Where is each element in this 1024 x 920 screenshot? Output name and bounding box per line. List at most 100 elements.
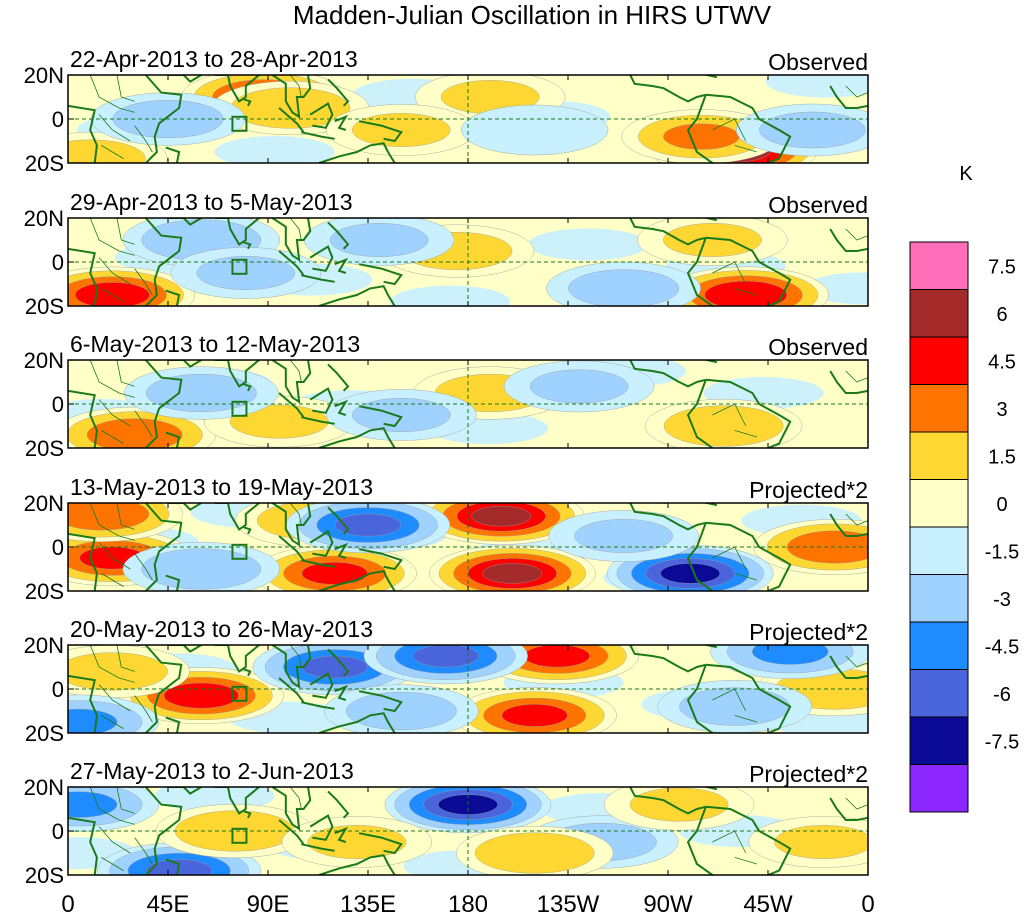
colorbar-swatch [909,336,969,385]
country-border [734,288,758,296]
colorbar-tick-label: -4.5 [985,637,1019,659]
coastline [358,548,403,571]
coastline [705,521,792,591]
coastlines [68,360,868,448]
coastline [334,114,349,131]
reference-box [231,685,248,702]
coastline [271,218,312,262]
country-border [134,837,153,865]
anomaly-contour [474,832,595,874]
coastline [358,690,403,713]
panel-2: 20N 0 20S 29-Apr-2013 to 5-May-2013 Observed [24,189,869,319]
colorbar-swatch [909,384,969,433]
anomaly-contour [461,104,609,156]
country-border [734,715,758,723]
anomaly-contour [345,692,457,731]
coastline [358,263,403,286]
coastline [309,672,334,699]
anomaly-contour [145,374,257,413]
country-border [845,228,868,241]
coastline [705,663,792,733]
coastline [165,858,181,875]
panel-3: 20N 0 20S 6-May-2013 to 12-May-2013 Observed [24,331,869,461]
coastline [327,78,350,107]
coastline [271,645,312,689]
anomaly-contour [141,548,262,590]
country-border [89,787,135,825]
anomaly-contour [660,563,721,584]
coastline [705,378,792,448]
coastline [327,221,350,250]
coastline [214,75,260,103]
colorbar-swatch [909,479,969,528]
country-border [289,645,302,668]
y-tick-label: 20S [25,151,64,176]
coastlines [68,787,868,875]
country-border [845,655,868,668]
coastline [327,790,350,819]
coastline [271,360,312,404]
country-border [98,684,131,712]
coastline [334,684,349,701]
y-tick-label: 20S [25,863,64,888]
panel-kind-label: Projected*2 [749,477,868,503]
country-border [116,75,135,102]
anomaly-contour [574,519,673,553]
country-border [134,553,153,581]
coastline [629,645,707,673]
y-tick-label: 20N [24,633,64,658]
coastline [309,387,334,414]
y-tick-label: 0 [52,677,64,702]
country-border [734,857,758,865]
country-border [98,542,131,570]
coastline [214,218,260,246]
colorbar-tick-label: -3 [993,589,1011,611]
coastline [829,85,868,109]
y-tick-label: 20N [24,63,64,88]
coastline [318,570,396,591]
panel-5: 20N 0 20S 20-May-2013 to 26-May-2013 Project… [24,616,869,746]
anomaly-contour [301,655,368,679]
coastline [243,810,252,819]
anomaly-contour [307,825,407,859]
coastline [705,236,792,306]
coastline [68,389,98,448]
coastline [165,431,181,448]
country-border [98,399,131,427]
coastlines [68,503,868,591]
coastlines [68,645,868,733]
coastline [309,530,334,557]
coastline [165,289,181,306]
coastline [358,832,403,855]
country-border [734,430,758,438]
coastline [68,816,98,875]
y-tick-label: 0 [52,250,64,275]
panel-date-range: 6-May-2013 to 12-May-2013 [70,331,360,357]
country-border [845,797,868,810]
y-tick-label: 20N [24,775,64,800]
coastline [165,574,181,591]
colorbar-swatch [909,289,969,338]
coastline [243,241,252,250]
country-border [89,75,135,113]
country-border [134,410,153,438]
anomaly-contour [663,405,784,447]
country-border [89,218,135,256]
anomaly-field [68,645,868,733]
coastline [278,392,305,418]
coastline [301,131,335,140]
coastline [318,854,396,875]
coastlines [68,75,868,163]
coastline [629,503,707,531]
country-border [289,360,302,383]
colorbar-swatch [909,526,969,575]
country-border [845,85,868,98]
x-tick-label: 135W [537,891,600,918]
coastline [629,75,707,103]
anomaly-contour [663,123,740,150]
country-border [89,503,135,541]
country-border [134,695,153,723]
country-border [98,826,131,854]
coastline [168,218,202,226]
anomaly-contour [301,562,368,585]
